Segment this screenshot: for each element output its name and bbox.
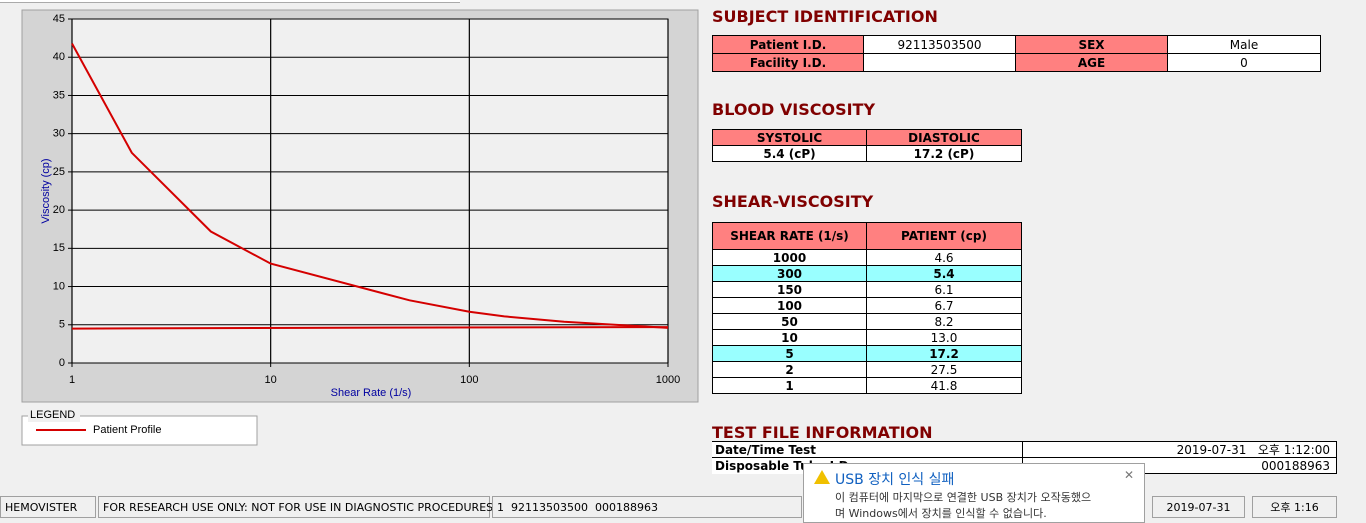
legend-title: LEGEND [30, 409, 75, 421]
y-tick-label: 10 [53, 280, 65, 292]
y-tick-label: 5 [59, 319, 65, 331]
header-cell: SYSTOLIC [712, 129, 867, 146]
patient-cell: 13.0 [866, 329, 1022, 346]
tab-strip [0, 0, 460, 3]
status-field: HEMOVISTER [0, 496, 96, 518]
rate-cell: 50 [712, 313, 867, 330]
rate-cell: 300 [712, 265, 867, 282]
plot-area [71, 18, 669, 364]
y-tick-label: 0 [59, 357, 65, 369]
popup-title: USB 장치 인식 실패 [835, 472, 955, 488]
y-tick-label: 40 [53, 51, 65, 63]
patient-cell: 27.5 [866, 361, 1022, 378]
section-title: SUBJECT IDENTIFICATION [712, 7, 938, 26]
legend-title-bg [28, 409, 80, 422]
rate-cell: 10 [712, 329, 867, 346]
label-cell: Facility I.D. [712, 53, 864, 72]
section-title: BLOOD VISCOSITY [712, 100, 876, 119]
x-tick-label: 1000 [656, 374, 680, 386]
rate-cell: 150 [712, 281, 867, 298]
patient-cell: 5.4 [866, 265, 1022, 282]
header-cell: SHEAR RATE (1/s) [712, 222, 867, 250]
value-cell [863, 53, 1016, 72]
section-title: TEST FILE INFORMATION [712, 423, 933, 442]
popup-text: 이 컴퓨터에 마지막으로 연결한 USB 장치가 오작동했으 [835, 491, 1092, 504]
data-line [71, 42, 669, 329]
patient-cell: 8.2 [866, 313, 1022, 330]
rate-cell: 100 [712, 297, 867, 314]
value-cell: 0 [1167, 53, 1321, 72]
y-tick-label: 35 [53, 89, 65, 101]
label-cell: Patient I.D. [712, 35, 864, 54]
status-field: 오후 1:16 [1252, 496, 1337, 518]
patient-cell: 4.6 [866, 249, 1022, 266]
value-cell: 17.2 (cP) [866, 145, 1022, 162]
label-cell: Date/Time Test [712, 441, 1023, 458]
value-cell: 2019-07-31 오후 1:12:00 [1022, 441, 1337, 458]
popup-text: 며 Windows에서 장치를 인식할 수 없습니다. [835, 507, 1047, 520]
x-tick-label: 100 [460, 374, 478, 386]
status-field: 2019-07-31 [1152, 496, 1245, 518]
warning-icon [814, 470, 830, 484]
rate-cell: 1 [712, 377, 867, 394]
patient-cell: 6.7 [866, 297, 1022, 314]
y-axis-label: Viscosity (cp) [40, 158, 52, 223]
patient-cell: 6.1 [866, 281, 1022, 298]
value-cell: Male [1167, 35, 1321, 54]
rate-cell: 1000 [712, 249, 867, 266]
chart: Shear Rate (1/s) Viscosity (cp) LEGEND 0… [21, 9, 699, 446]
rate-cell: 2 [712, 361, 867, 378]
value-cell: 92113503500 [863, 35, 1016, 54]
patient-cell: 41.8 [866, 377, 1022, 394]
data-line [71, 326, 669, 330]
rate-cell: 5 [712, 345, 867, 362]
label-cell: SEX [1015, 35, 1168, 54]
status-field: 1 92113503500 000188963 [492, 496, 802, 518]
header-cell: DIASTOLIC [866, 129, 1022, 146]
legend-label: Patient Profile [93, 424, 161, 436]
status-bar: HEMOVISTER FOR RESEARCH USE ONLY: NOT FOR… [0, 496, 1366, 518]
y-tick-label: 15 [53, 242, 65, 254]
x-axis-label: Shear Rate (1/s) [331, 387, 412, 399]
status-field: FOR RESEARCH USE ONLY: NOT FOR USE IN DI… [98, 496, 493, 518]
section-title: SHEAR-VISCOSITY [712, 192, 874, 211]
y-tick-label: 30 [53, 128, 65, 140]
y-tick-label: 20 [53, 204, 65, 216]
header-cell: PATIENT (cp) [866, 222, 1022, 250]
x-tick-label: 1 [69, 374, 75, 386]
label-cell: AGE [1015, 53, 1168, 72]
patient-cell: 17.2 [866, 345, 1022, 362]
x-tick-label: 10 [265, 374, 277, 386]
close-button[interactable]: ✕ [1123, 468, 1135, 482]
y-tick-label: 45 [53, 13, 65, 25]
y-tick-label: 25 [53, 166, 65, 178]
value-cell: 5.4 (cP) [712, 145, 867, 162]
